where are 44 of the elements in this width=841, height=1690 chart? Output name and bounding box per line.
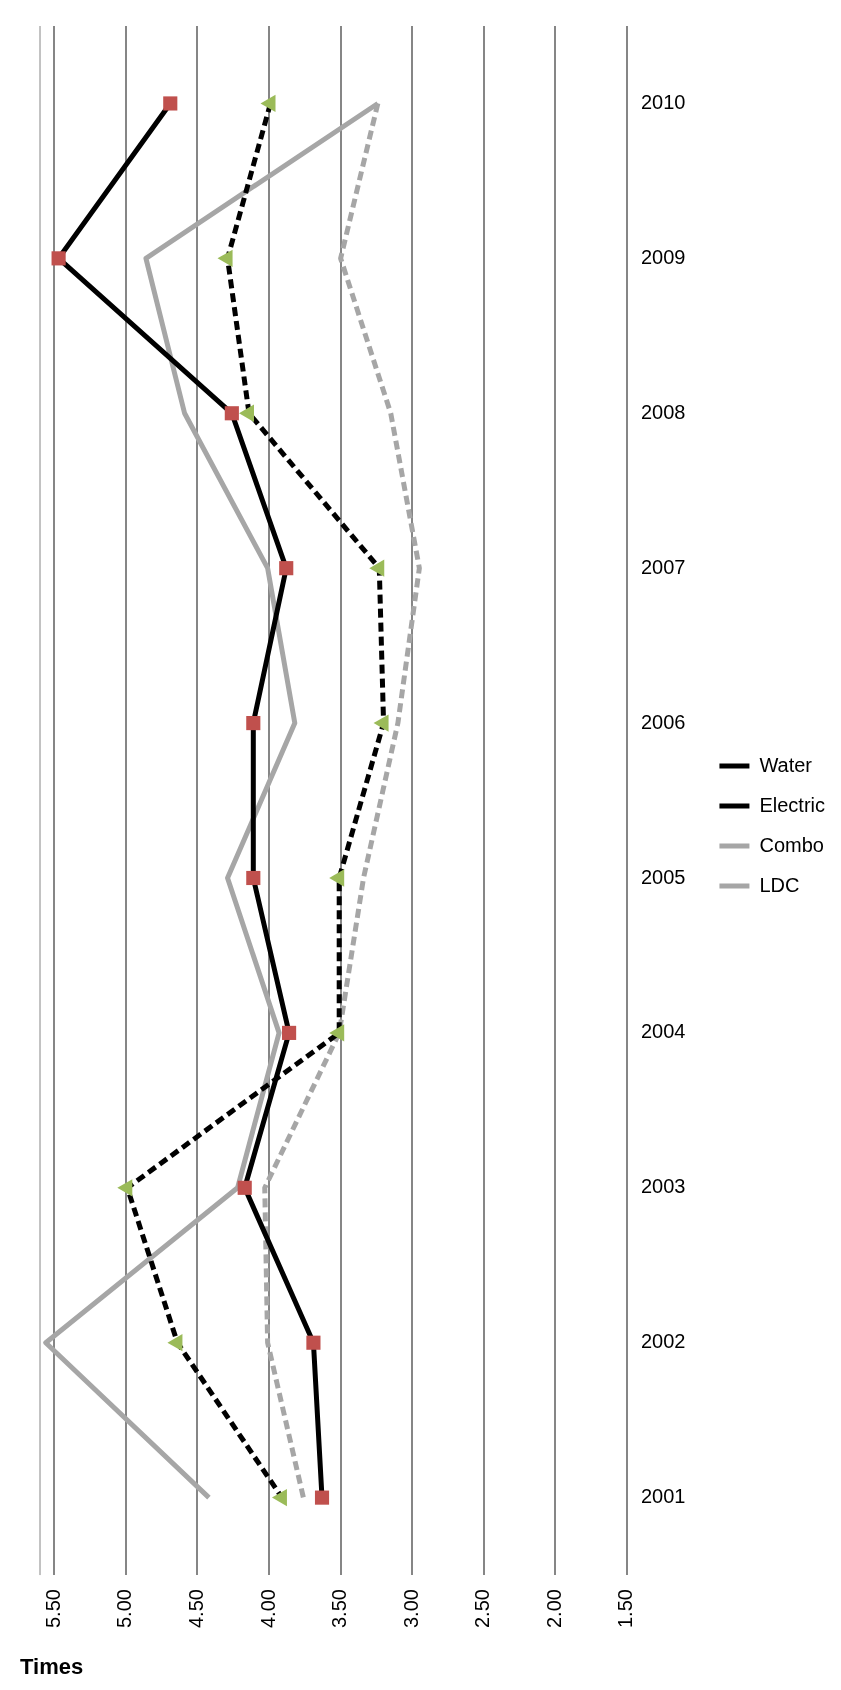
y-tick-label: 2005 [640,865,686,888]
x-tick-label: 1.50 [614,1589,637,1629]
legend-label: Electric [759,793,826,816]
legend-label: Water [759,753,813,776]
point [373,714,389,732]
point [279,561,294,576]
point [237,1180,252,1195]
legend-label: Combo [759,833,824,856]
point [329,869,345,887]
x-axis-title: Times [20,1654,84,1680]
point [163,96,178,111]
point [314,1490,330,1505]
point [260,94,276,113]
point [167,1334,183,1352]
x-tick-label: 5.50 [41,1589,64,1629]
point [329,1024,345,1042]
point [246,870,261,886]
y-tick-label: 2008 [640,400,686,423]
point [271,1488,287,1507]
point [246,716,261,731]
point [239,404,255,422]
y-tick-label: 2001 [640,1485,686,1508]
point [51,251,66,266]
x-tick-label: 4.50 [184,1589,207,1629]
legend-label: LDC [759,873,800,896]
x-tick-label: 3.00 [399,1589,422,1629]
x-tick-label: 5.00 [113,1589,136,1629]
point [224,406,239,421]
point [117,1179,133,1197]
y-tick-label: 2004 [640,1020,686,1043]
point [282,1025,297,1040]
x-tick-label: 2.00 [542,1589,565,1629]
y-tick-label: 2006 [640,710,686,733]
point [306,1335,321,1350]
point [217,249,233,268]
y-tick-label: 2010 [640,90,686,113]
x-tick-label: 3.50 [328,1589,351,1629]
y-tick-label: 2007 [640,555,686,578]
x-tick-label: 2.50 [471,1589,494,1629]
point [369,559,385,577]
y-tick-label: 2003 [640,1175,686,1198]
y-tick-label: 2009 [640,245,686,268]
x-tick-label: 4.00 [256,1589,279,1629]
y-tick-label: 2002 [640,1330,686,1353]
